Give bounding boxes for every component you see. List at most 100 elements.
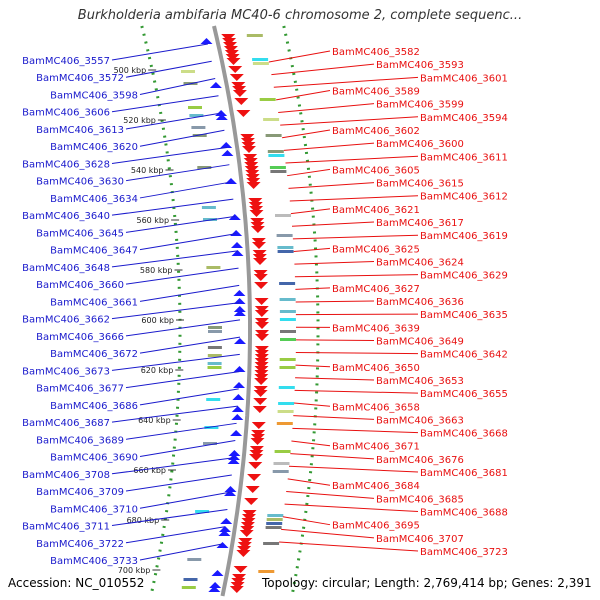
reverse-gene-arrow [238, 538, 253, 545]
left-gene-label: BamMC406_3708 [22, 470, 110, 481]
right-leader-line [282, 129, 331, 139]
reverse-feature-block [266, 518, 283, 521]
reverse-gene-arrow [223, 42, 237, 49]
forward-feature-block [203, 218, 217, 221]
right-leader-line [293, 247, 331, 252]
right-leader-line [285, 155, 419, 164]
reverse-gene-arrow [239, 530, 254, 537]
reverse-feature-block [279, 318, 296, 321]
left-gene-label: BamMC406_3660 [36, 280, 124, 291]
right-leader-line [292, 234, 419, 240]
left-leader-line [139, 77, 216, 95]
forward-gene-arrow [227, 458, 240, 464]
left-leader-line [111, 405, 238, 423]
forward-gene-arrow [216, 542, 229, 548]
left-gene-label: BamMC406_3662 [22, 315, 110, 326]
forward-gene-arrow [215, 114, 228, 120]
right-gene-label: BamMC406_3658 [332, 402, 420, 413]
left-gene-label: BamMC406_3634 [50, 194, 138, 205]
left-leader-line [139, 440, 236, 458]
reverse-gene-arrow [237, 542, 252, 549]
reverse-gene-arrow [240, 134, 255, 141]
forward-feature-block [207, 366, 222, 369]
forward-gene-arrow [234, 338, 246, 344]
left-gene-label: BamMC406_3687 [22, 418, 110, 429]
forward-feature-block [207, 346, 222, 349]
right-gene-label: BamMC406_3649 [376, 336, 464, 347]
ruler-tick-label: 600 kbp [141, 316, 174, 325]
left-leader-line [111, 457, 234, 475]
reverse-gene-arrow [248, 202, 263, 209]
forward-gene-arrow [220, 142, 233, 148]
reverse-gene-arrow [255, 330, 269, 337]
reverse-gene-arrow [241, 518, 256, 525]
left-gene-label: BamMC406_3620 [50, 142, 138, 153]
right-leader-line [295, 377, 375, 381]
reverse-gene-arrow [244, 498, 259, 505]
right-leader-line [291, 440, 331, 447]
left-leader-line [139, 129, 225, 147]
reverse-gene-arrow [236, 550, 251, 557]
reverse-gene-arrow [242, 514, 256, 521]
reverse-feature-block [279, 358, 296, 361]
reverse-gene-arrow [242, 146, 256, 153]
left-gene-label: BamMC406_3648 [22, 263, 110, 274]
right-leader-line [294, 274, 419, 278]
right-leader-line [284, 503, 419, 513]
reverse-gene-arrow [253, 398, 268, 405]
right-leader-line [273, 76, 419, 88]
reverse-feature-block [263, 542, 280, 545]
reverse-gene-arrow [250, 218, 265, 225]
right-leader-line [282, 516, 331, 526]
forward-gene-arrow [231, 406, 244, 412]
reverse-gene-arrow [250, 222, 265, 229]
forward-gene-arrow [209, 582, 222, 588]
right-gene-label: BamMC406_3627 [332, 284, 420, 295]
left-leader-line [139, 336, 241, 354]
reverse-feature-block [266, 522, 283, 525]
left-gene-label: BamMC406_3640 [22, 211, 110, 222]
ruler-tick-label: 700 kbp [118, 566, 151, 575]
right-leader-line [289, 195, 419, 202]
reverse-gene-arrow [231, 82, 246, 89]
reverse-gene-arrow [252, 254, 267, 261]
left-leader-line [125, 371, 240, 389]
reverse-feature-block [277, 246, 294, 249]
reverse-gene-arrow [221, 34, 236, 41]
reverse-feature-block [276, 234, 293, 237]
right-gene-label: BamMC406_3621 [332, 205, 420, 216]
forward-feature-block [203, 442, 217, 445]
left-gene-label: BamMC406_3690 [50, 453, 138, 464]
right-leader-line [288, 182, 375, 189]
forward-gene-arrow [218, 530, 231, 536]
forward-feature-block [207, 362, 222, 365]
ruler-tick-label: 580 kbp [140, 266, 173, 275]
forward-gene-arrow [228, 214, 241, 220]
reverse-gene-arrow [226, 58, 241, 65]
left-leader-line [139, 543, 223, 561]
left-leader-line [125, 474, 232, 492]
left-leader-line [125, 319, 241, 337]
reverse-gene-arrow [245, 486, 260, 493]
forward-feature-block [187, 558, 202, 561]
reverse-gene-arrow [254, 282, 269, 289]
ruler-tick-label: 680 kbp [127, 516, 160, 525]
reverse-gene-arrow [252, 406, 267, 413]
reverse-feature-block [279, 366, 296, 369]
reverse-feature-block [276, 422, 293, 425]
reverse-gene-arrow [254, 366, 269, 373]
reverse-gene-arrow [237, 546, 252, 553]
forward-feature-block [204, 426, 219, 429]
reverse-gene-arrow [240, 138, 255, 145]
left-gene-label: BamMC406_3645 [36, 228, 124, 239]
ruler-tick-label: 620 kbp [141, 366, 174, 375]
right-leader-line [290, 453, 375, 460]
forward-gene-arrow [211, 570, 224, 576]
right-leader-line [283, 142, 375, 151]
left-gene-label: BamMC406_3677 [36, 384, 124, 395]
reverse-gene-arrow [233, 566, 248, 573]
reverse-feature-block [265, 134, 282, 137]
ruler-tick-label: 540 kbp [131, 166, 164, 175]
left-leader-line [125, 267, 239, 285]
